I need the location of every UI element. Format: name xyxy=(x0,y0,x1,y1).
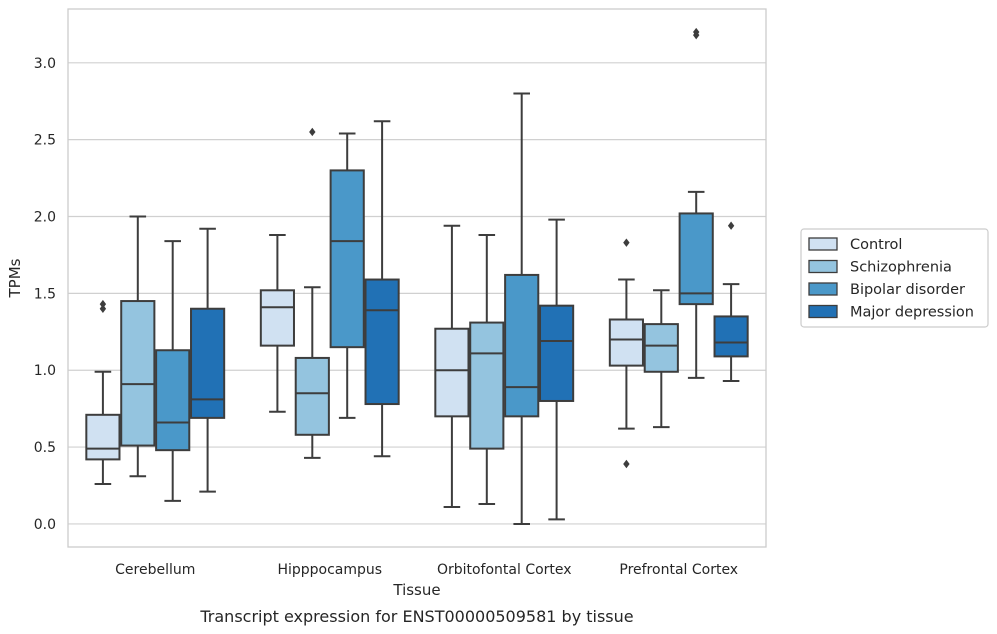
box-iqr xyxy=(120,300,156,447)
box-bipolar-disorder xyxy=(504,92,540,525)
box-iqr xyxy=(190,307,226,419)
x-tick-label: Prefrontal Cortex xyxy=(619,562,738,578)
boxes xyxy=(85,27,749,525)
box-iqr xyxy=(713,315,749,358)
legend-label: Schizophrenia xyxy=(850,260,952,276)
outlier-point xyxy=(99,304,107,313)
box-iqr xyxy=(259,289,295,347)
box-schizophrenia xyxy=(469,233,505,505)
box-iqr xyxy=(469,321,505,450)
y-axis-label: TPMs xyxy=(6,258,24,298)
box-iqr xyxy=(539,304,575,402)
outlier-point xyxy=(623,238,630,247)
x-tick-label: Hipppocampus xyxy=(277,562,382,578)
x-tick-label: Cerebellum xyxy=(115,562,195,578)
y-tick-label: 1.5 xyxy=(34,286,56,302)
outlier-point xyxy=(309,127,316,137)
box-schizophrenia xyxy=(294,127,330,459)
y-tick-label: 0.0 xyxy=(34,517,56,533)
box-schizophrenia xyxy=(643,289,679,429)
box-bipolar-disorder xyxy=(329,132,365,419)
legend: Control Schizophrenia Bipolar disorder Majo… xyxy=(800,228,989,328)
box-control xyxy=(434,224,470,509)
box-iqr xyxy=(678,212,714,306)
legend-label: Bipolar disorder xyxy=(850,282,965,298)
box-control xyxy=(608,238,644,469)
x-tick-labels: Cerebellum Hipppocampus Orbitofontal Corte… xyxy=(115,562,738,578)
box-iqr xyxy=(155,349,191,452)
box-bipolar-disorder xyxy=(155,240,191,502)
box-control xyxy=(259,233,295,413)
legend-swatch xyxy=(808,282,838,296)
outlier-point xyxy=(623,459,630,469)
box-major-depression xyxy=(364,120,400,458)
x-axis-label: Tissue xyxy=(392,581,440,599)
legend-label: Major depression xyxy=(850,305,974,321)
box-major-depression xyxy=(713,221,749,382)
box-major-depression xyxy=(539,218,575,521)
box-major-depression xyxy=(190,227,226,493)
box-iqr xyxy=(85,413,121,461)
y-tick-label: 2.5 xyxy=(34,133,56,149)
legend-frame xyxy=(800,228,989,328)
legend-swatch xyxy=(808,259,838,274)
box-iqr xyxy=(608,318,644,367)
y-tick-labels: 0.0 0.5 1.0 1.5 2.0 2.5 3.0 xyxy=(34,56,56,533)
plot-frame xyxy=(67,8,767,548)
box-iqr xyxy=(294,356,330,436)
y-tick-label: 3.0 xyxy=(34,56,56,72)
outlier-point xyxy=(693,27,700,37)
box-iqr xyxy=(434,327,470,418)
box-bipolar-disorder xyxy=(678,27,714,379)
box-schizophrenia xyxy=(120,215,156,478)
box-iqr xyxy=(364,278,400,406)
outlier-point xyxy=(727,221,735,230)
box-iqr xyxy=(504,273,540,418)
outlier-point xyxy=(99,299,107,309)
chart-title: Transcript expression for ENST0000050958… xyxy=(199,607,633,626)
box-iqr xyxy=(643,323,679,373)
legend-swatch xyxy=(808,304,838,319)
legend-swatch xyxy=(808,237,838,251)
box-iqr xyxy=(329,169,365,349)
box-control xyxy=(85,299,121,485)
y-tick-label: 1.0 xyxy=(34,363,56,379)
x-tick-label: Orbitofontal Cortex xyxy=(437,562,572,578)
y-tick-label: 2.0 xyxy=(34,210,56,226)
y-tick-label: 0.5 xyxy=(34,440,56,456)
legend-label: Control xyxy=(850,237,902,253)
